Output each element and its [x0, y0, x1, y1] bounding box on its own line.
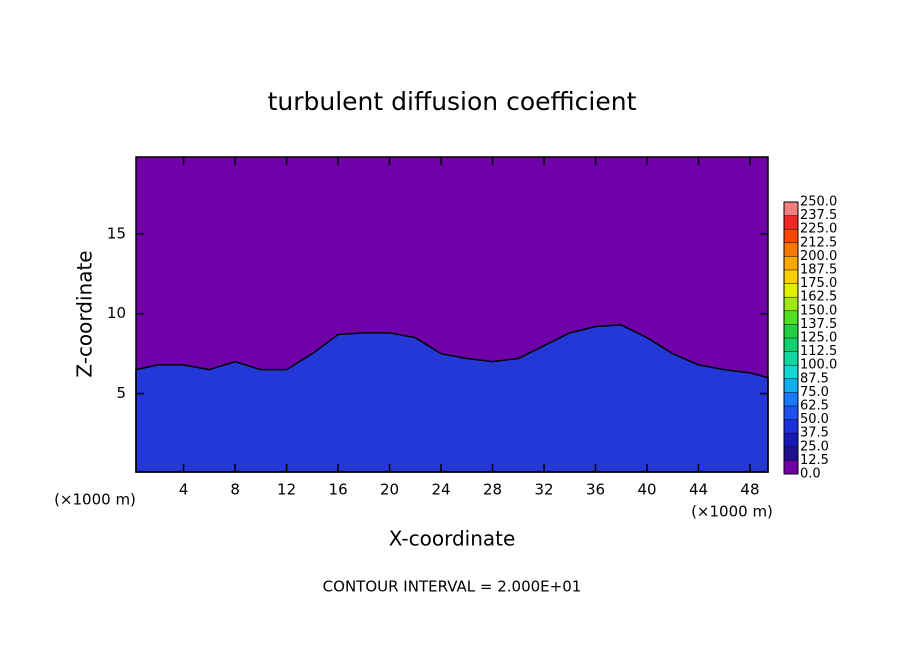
- colorbar-band: [784, 297, 798, 311]
- y-tick-label: 5: [116, 384, 126, 402]
- colorbar-label: 25.0: [800, 439, 829, 454]
- colorbar-band: [784, 338, 798, 352]
- colorbar-band: [784, 460, 798, 474]
- colorbar-label: 75.0: [800, 385, 829, 400]
- x-tick-label: 44: [689, 481, 708, 499]
- colorbar-band: [784, 378, 798, 393]
- y-axis-label: Z-coordinate: [73, 250, 97, 377]
- colorbar-label: 87.5: [800, 371, 829, 386]
- y-tick-label: 15: [107, 224, 126, 242]
- x-tick-label: 36: [586, 481, 605, 499]
- colorbar-label: 200.0: [800, 249, 837, 264]
- colorbar-label: 225.0: [800, 222, 837, 237]
- x-tick-label: 20: [380, 481, 399, 499]
- field-area: [135, 324, 769, 473]
- colorbar-label: 125.0: [800, 331, 837, 346]
- colorbar-band: [784, 229, 798, 243]
- colorbar-band: [784, 365, 798, 379]
- colorbar-band: [784, 433, 798, 447]
- y-tick-label: 10: [107, 304, 126, 322]
- colorbar-band: [784, 351, 798, 366]
- colorbar-label: 50.0: [800, 412, 829, 427]
- colorbar-band: [784, 310, 798, 325]
- colorbar-band: [784, 419, 798, 434]
- x-tick-label: 28: [483, 481, 502, 499]
- colorbar-label: 150.0: [800, 303, 837, 318]
- y-unit-label: (×1000 m): [54, 491, 136, 509]
- x-tick-label: 48: [740, 481, 759, 499]
- colorbar-band: [784, 324, 798, 338]
- x-tick-label: 24: [432, 481, 451, 499]
- colorbar-label: 137.5: [800, 317, 837, 332]
- colorbar-band: [784, 270, 798, 284]
- colorbar-band: [784, 446, 798, 461]
- contour-note: CONTOUR INTERVAL = 2.000E+01: [323, 578, 582, 596]
- colorbar-band: [784, 242, 798, 257]
- colorbar-label: 237.5: [800, 208, 837, 223]
- x-unit-label: (×1000 m): [691, 503, 773, 521]
- x-tick-label: 8: [230, 481, 240, 499]
- x-tick-label: 12: [277, 481, 296, 499]
- colorbar-label: 37.5: [800, 426, 829, 441]
- colorbar-label: 112.5: [800, 344, 837, 359]
- colorbar-band: [784, 256, 798, 270]
- colorbar-band: [784, 283, 798, 298]
- plot-frame: [135, 156, 769, 473]
- colorbar-label: 100.0: [800, 358, 837, 373]
- x-tick-label: 4: [179, 481, 189, 499]
- colorbar-band: [784, 202, 798, 216]
- colorbar-band: [784, 406, 798, 420]
- colorbar-band: [784, 215, 798, 230]
- colorbar-label: 250.0: [800, 195, 837, 210]
- colorbar-label: 175.0: [800, 276, 837, 291]
- x-axis-label: X-coordinate: [389, 527, 516, 551]
- colorbar-label: 212.5: [800, 235, 837, 250]
- colorbar-label: 62.5: [800, 399, 829, 414]
- colorbar-band: [784, 392, 798, 406]
- x-tick-label: 40: [637, 481, 656, 499]
- x-tick-label: 16: [329, 481, 348, 499]
- colorbar-label: 0.0: [800, 467, 821, 482]
- colorbar-label: 187.5: [800, 263, 837, 278]
- chart-title: turbulent diffusion coefficient: [268, 87, 637, 116]
- colorbar-label: 162.5: [800, 290, 837, 305]
- x-tick-label: 32: [534, 481, 553, 499]
- colorbar-label: 12.5: [800, 453, 829, 468]
